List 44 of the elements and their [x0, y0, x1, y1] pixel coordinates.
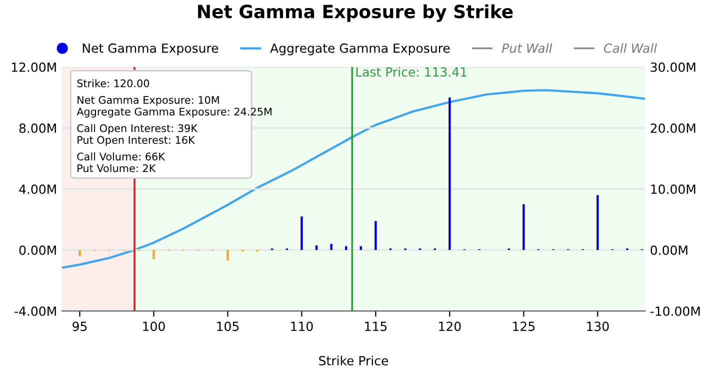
annotation: Strike: 120.00 — [77, 79, 150, 88]
annotation: Put Volume: 2K — [78, 164, 156, 172]
x-tick-label: 95 — [72, 322, 87, 332]
annotation: Net Gamma Exposure: 10M — [78, 96, 219, 106]
x-tick-label: 120 — [439, 322, 461, 332]
legend-label: Aggregate Gamma Exposure — [270, 43, 450, 56]
x-tick-label: 110 — [291, 322, 313, 332]
y2-tick-label: 20.00M — [650, 123, 696, 133]
legend-label: Net Gamma Exposure — [82, 43, 218, 56]
annotation: Aggregate Gamma Exposure: 24.25M — [76, 108, 272, 118]
legend-label: Call Wall — [604, 43, 658, 53]
y-tick-label: 12.00M — [12, 62, 56, 72]
bar — [226, 250, 229, 261]
x-tick-label: 105 — [217, 322, 239, 332]
y2-tick-label: 0.00M — [650, 245, 688, 255]
x-tick-label: 115 — [365, 322, 387, 332]
line-series — [62, 89, 645, 269]
bar — [374, 221, 377, 250]
bar — [522, 204, 525, 250]
y2-tick-label: -10.00M — [650, 306, 700, 316]
bar — [344, 246, 348, 250]
legend-label: Put Wall — [502, 43, 552, 53]
bar — [78, 250, 81, 256]
x-tick-label: 130 — [587, 322, 609, 332]
y-tick-label: 4.00M — [19, 184, 56, 194]
y-tick-label: 0.00M — [19, 245, 56, 255]
bar — [360, 246, 362, 250]
ref-line-label: Last Price: 113.41 — [356, 67, 466, 77]
y2-tick-label: 30.00M — [650, 62, 696, 72]
bar — [152, 250, 155, 260]
annotation: Call Volume: 66K — [77, 152, 166, 160]
annotation: Put Open Interest: 16K — [78, 136, 196, 146]
x-axis-title: Strike Price — [319, 356, 388, 366]
chart-title: Net Gamma Exposure by Strike — [198, 4, 513, 22]
y2-tick-label: 10.00M — [651, 184, 696, 194]
x-tick-label: 100 — [143, 322, 165, 332]
bar — [448, 98, 451, 250]
bar — [300, 216, 303, 250]
x-tick-label: 125 — [513, 322, 534, 332]
bar — [596, 195, 599, 250]
y-tick-label: 8.00M — [19, 123, 56, 133]
annotation: Call Open Interest: 39K — [77, 124, 198, 134]
y-tick-label: -4.00M — [14, 306, 56, 316]
bar — [330, 244, 332, 250]
